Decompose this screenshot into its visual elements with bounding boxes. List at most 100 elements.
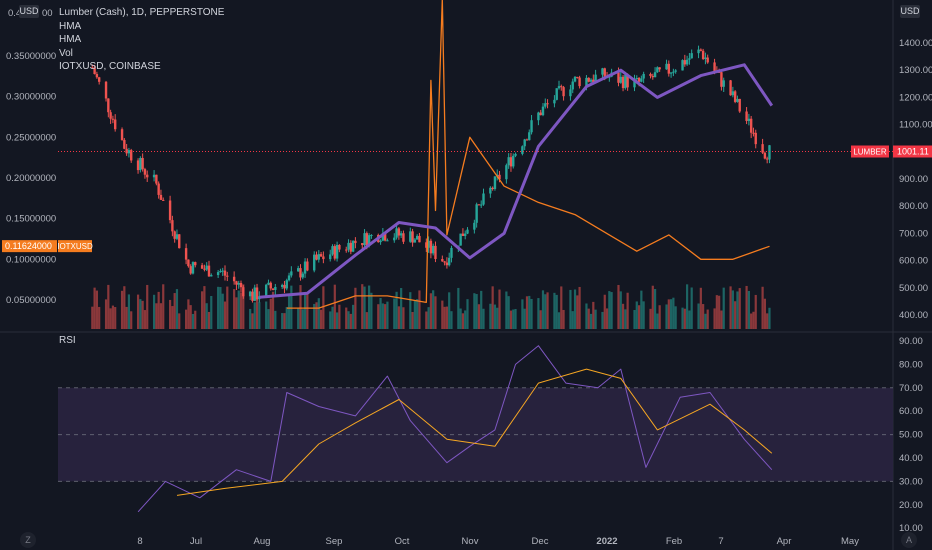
candle-body [445, 262, 449, 266]
volume-bar [642, 301, 645, 329]
legend-symbol[interactable]: Lumber (Cash), 1D, PEPPERSTONE [59, 7, 225, 18]
volume-bar [546, 292, 549, 329]
candle-body [338, 244, 341, 250]
volume-bar [557, 312, 561, 329]
volume-bar [576, 295, 579, 329]
candle-body [271, 288, 275, 290]
volume-bar [409, 292, 412, 329]
candle-body [665, 63, 668, 70]
candle-body [379, 240, 382, 243]
candle-body [637, 77, 641, 82]
candle-body [475, 204, 478, 223]
candle-body [589, 79, 593, 82]
volume-bar [136, 294, 140, 329]
volume-bar [763, 298, 766, 329]
left-axis-tick: 0.15000000 [6, 214, 56, 225]
volume-bar [754, 294, 757, 329]
volume-bar [541, 290, 545, 329]
volume-bar [713, 308, 716, 329]
volume-bar [317, 298, 320, 329]
volume-bar [610, 292, 613, 329]
volume-bar [560, 286, 563, 329]
candle-body [171, 220, 174, 232]
candle-body [473, 222, 476, 230]
candle-body [239, 282, 243, 288]
candle-body [226, 275, 229, 277]
candle-body [411, 231, 414, 243]
volume-bar [571, 311, 574, 329]
legend-overlay[interactable]: IOTXUSD, COINBASE [59, 61, 161, 72]
volume-bar [251, 313, 254, 329]
candle-body [113, 119, 117, 130]
candle-body [555, 88, 558, 100]
candle-body [466, 229, 469, 234]
candle-body [530, 120, 533, 133]
legend-hma-2[interactable]: HMA [59, 34, 82, 45]
candle-body [317, 254, 320, 260]
candle-body [427, 240, 430, 248]
legend-volume[interactable]: Vol [59, 47, 73, 59]
rsi-line [137, 345, 773, 513]
volume-bar [139, 299, 142, 329]
volume-bar [141, 300, 144, 329]
volume-bar [587, 308, 590, 329]
candle-body [573, 76, 577, 82]
rsi-pane-label[interactable]: RSI [59, 335, 76, 346]
volume-bar [688, 310, 691, 329]
volume-bar [457, 287, 460, 329]
candle-body [745, 111, 748, 121]
timezone-icon[interactable]: Z [20, 532, 36, 548]
volume-bar [491, 286, 494, 329]
volume-bar [461, 313, 465, 329]
volume-bar [498, 289, 501, 329]
volume-bar [384, 304, 387, 329]
volume-bar [747, 290, 750, 329]
candle-body [585, 77, 588, 87]
volume-bar [93, 287, 96, 329]
volume-bar [555, 294, 558, 329]
candle-body [480, 204, 483, 206]
volume-bar [271, 291, 275, 329]
time-axis-label: Aug [254, 536, 271, 547]
candle-body [248, 291, 252, 297]
candle-body [93, 67, 96, 75]
candle-body [683, 60, 687, 65]
legend-hma-1[interactable]: HMA [59, 20, 82, 32]
left-axis-tick: 0.05000000 [6, 295, 56, 306]
candle-body [159, 194, 163, 200]
candle-body [747, 118, 751, 121]
rsi-axis-tick: 10.00 [899, 523, 923, 534]
auto-scale-icon[interactable]: A [901, 532, 917, 548]
candle-body [498, 174, 501, 180]
left-currency-badge[interactable]: USD [19, 5, 39, 18]
volume-bar [669, 299, 673, 329]
volume-bar [217, 286, 220, 329]
volume-bar [379, 298, 382, 329]
candle-body [299, 268, 302, 278]
volume-bar [352, 304, 355, 329]
volume-bar [473, 293, 476, 329]
time-axis-label: May [841, 536, 859, 547]
volume-bar [185, 309, 188, 329]
candle-body [701, 50, 705, 59]
volume-bar [512, 309, 515, 329]
candle-body [699, 49, 703, 51]
candle-body [335, 244, 339, 259]
volume-bar [203, 286, 206, 329]
candle-body [674, 70, 677, 72]
right-axis-tick: 600.00 [899, 256, 928, 267]
volume-bar [370, 292, 373, 329]
candle-body [539, 112, 542, 116]
right-currency-badge[interactable]: USD [900, 5, 920, 18]
time-axis-label: Jul [190, 536, 202, 547]
candle-body [729, 80, 732, 96]
volume-bar [253, 302, 256, 329]
overlay-line [286, 0, 770, 309]
volume-bar [194, 310, 197, 329]
candle-body [367, 235, 371, 246]
candle-body [157, 183, 160, 195]
candle-body [178, 234, 181, 249]
time-axis-label: Feb [666, 536, 682, 547]
candle-body [752, 132, 755, 134]
